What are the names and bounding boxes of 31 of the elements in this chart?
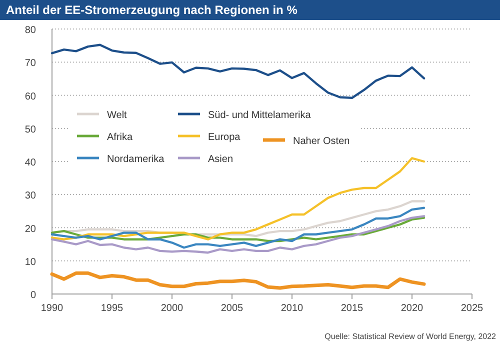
legend-label: Asien: [208, 154, 234, 165]
line-series: [50, 216, 426, 242]
legend-label: Welt: [107, 110, 128, 121]
x-tick-label: 1995: [100, 303, 124, 314]
chart-title: Anteil der EE-Stromerzeugung nach Regionen in %: [6, 3, 298, 17]
x-tick-label: 2025: [460, 303, 484, 314]
legend-label: Nordamerika: [107, 154, 165, 165]
legend-label: Europa: [208, 132, 241, 143]
x-tick-label: 2010: [280, 303, 304, 314]
y-tick-label: 0: [30, 290, 36, 301]
x-tick-label: 2005: [220, 303, 244, 314]
y-tick-label: 80: [24, 25, 36, 36]
legend-label: Afrika: [107, 132, 133, 143]
y-tick-label: 20: [24, 224, 36, 235]
y-tick-label: 10: [24, 256, 36, 268]
line-series: [50, 271, 426, 290]
line-series: [50, 44, 426, 99]
x-tick-label: 2020: [400, 303, 424, 314]
legend-label: Süd- und Mittelamerika: [208, 110, 312, 121]
x-tick-label: 1990: [40, 303, 64, 314]
x-tick-label: 2015: [340, 303, 364, 314]
y-tick-label: 60: [24, 91, 36, 102]
line-series: [50, 206, 426, 249]
y-tick-label: 50: [24, 124, 36, 136]
x-tick-label: 2000: [160, 303, 184, 314]
y-tick-label: 30: [24, 190, 36, 202]
line-series: [50, 215, 426, 254]
source-note: Quelle: Statistical Review of World Energy, 2022: [324, 332, 497, 341]
y-tick-label: 70: [24, 58, 36, 70]
y-tick-label: 40: [24, 158, 36, 168]
legend-label: Naher Osten: [293, 136, 350, 147]
